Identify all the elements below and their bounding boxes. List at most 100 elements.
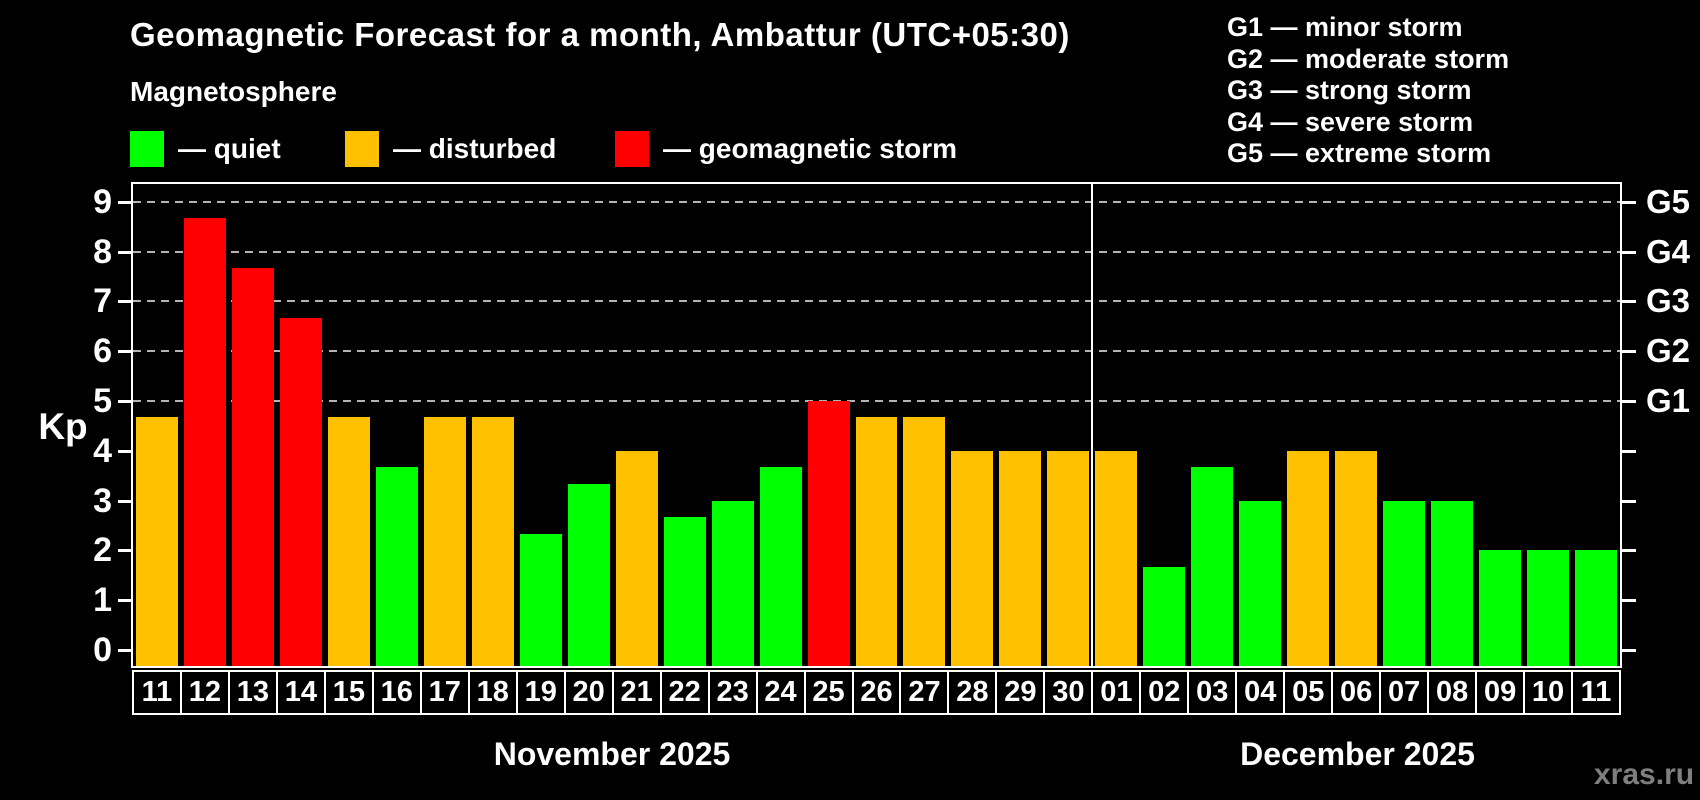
kp-bar-november-24 bbox=[759, 467, 802, 666]
day-label-december-05: 05 bbox=[1283, 670, 1334, 715]
y-tick-label-4: 4 bbox=[93, 431, 112, 470]
y-axis-tick-right-4 bbox=[1621, 449, 1636, 453]
day-label-november-28: 28 bbox=[947, 670, 998, 715]
page-title: Geomagnetic Forecast for a month, Ambatt… bbox=[130, 16, 1070, 53]
kp-bar-december-08 bbox=[1431, 500, 1474, 666]
y-axis-tick-right-3 bbox=[1621, 499, 1636, 503]
y-tick-label-9: 9 bbox=[93, 182, 112, 221]
storm-swatch-icon bbox=[615, 131, 649, 167]
g-legend-line-g3: G3 — strong storm bbox=[1227, 75, 1472, 105]
y-axis-tick-left-5 bbox=[118, 400, 131, 403]
day-label-november-12: 12 bbox=[179, 670, 230, 715]
y-tick-label-0: 0 bbox=[93, 631, 112, 669]
gridline-kp-5 bbox=[133, 400, 1620, 402]
kp-bar-december-11 bbox=[1575, 550, 1617, 666]
disturbed-swatch-icon bbox=[345, 131, 379, 167]
day-label-november-22: 22 bbox=[659, 670, 710, 715]
y-tick-label-2: 2 bbox=[93, 531, 112, 570]
month-separator-line bbox=[1091, 184, 1094, 666]
kp-bar-december-01 bbox=[1095, 450, 1138, 666]
day-label-november-26: 26 bbox=[851, 670, 902, 715]
y-tick-label-8: 8 bbox=[93, 232, 112, 271]
y-axis-tick-left-6 bbox=[118, 350, 131, 354]
day-label-november-11: 11 bbox=[132, 670, 182, 715]
kp-bar-december-06 bbox=[1335, 450, 1378, 666]
kp-bar-november-15 bbox=[327, 417, 370, 666]
day-label-november-13: 13 bbox=[227, 670, 278, 715]
day-label-december-03: 03 bbox=[1187, 670, 1238, 715]
g-axis-label-g4: G4 bbox=[1646, 232, 1691, 270]
kp-bar-november-28 bbox=[951, 450, 994, 666]
kp-bar-november-27 bbox=[903, 417, 946, 666]
gridline-kp-8 bbox=[133, 250, 1620, 253]
y-axis-title: Kp bbox=[38, 406, 88, 447]
day-label-november-24: 24 bbox=[755, 670, 806, 715]
y-axis-tick-right-7 bbox=[1621, 300, 1636, 304]
gridline-kp-7 bbox=[133, 300, 1620, 303]
kp-bar-november-25 bbox=[807, 401, 850, 666]
y-axis-tick-right-6 bbox=[1621, 350, 1636, 354]
month-label-december: December 2025 bbox=[1240, 736, 1475, 772]
kp-bar-november-14 bbox=[279, 317, 322, 666]
day-label-november-14: 14 bbox=[275, 670, 326, 715]
y-axis-tick-right-0 bbox=[1621, 649, 1636, 652]
kp-bar-november-20 bbox=[567, 484, 610, 666]
y-axis-tick-left-9 bbox=[118, 200, 131, 204]
g-axis-label-g3: G3 bbox=[1646, 282, 1691, 320]
day-label-december-07: 07 bbox=[1379, 670, 1430, 715]
kp-bar-november-21 bbox=[615, 450, 658, 666]
y-axis-tick-right-1 bbox=[1621, 599, 1636, 603]
legend-label-quiet: — quiet bbox=[178, 133, 281, 164]
y-axis-tick-left-2 bbox=[118, 549, 131, 553]
g-axis-label-g1: G1 bbox=[1646, 382, 1691, 419]
day-label-november-29: 29 bbox=[995, 670, 1046, 715]
y-tick-label-3: 3 bbox=[93, 481, 112, 520]
kp-bar-december-07 bbox=[1383, 500, 1426, 666]
g-scale-legend: G1 — minor storm G2 — moderate storm G3 … bbox=[1227, 12, 1509, 170]
y-tick-label-6: 6 bbox=[93, 332, 112, 371]
kp-bar-november-11 bbox=[136, 417, 178, 666]
y-axis-tick-left-7 bbox=[118, 300, 131, 304]
plot-area bbox=[131, 182, 1622, 668]
day-label-november-27: 27 bbox=[899, 670, 950, 715]
day-label-november-16: 16 bbox=[371, 670, 422, 715]
kp-bar-november-12 bbox=[183, 218, 226, 666]
day-label-november-19: 19 bbox=[515, 670, 566, 715]
kp-bar-november-30 bbox=[1047, 450, 1090, 666]
kp-bar-december-02 bbox=[1143, 566, 1186, 666]
kp-bar-december-09 bbox=[1479, 550, 1522, 666]
y-axis-tick-right-5 bbox=[1621, 400, 1636, 403]
g-legend-line-g1: G1 — minor storm bbox=[1227, 12, 1463, 42]
day-label-december-08: 08 bbox=[1427, 670, 1478, 715]
y-tick-label-5: 5 bbox=[93, 382, 112, 420]
chart-subtitle: Magnetosphere bbox=[130, 76, 337, 107]
gridline-kp-9 bbox=[133, 200, 1620, 203]
month-label-november: November 2025 bbox=[493, 736, 731, 772]
y-axis-tick-left-3 bbox=[118, 499, 131, 503]
kp-bar-december-03 bbox=[1191, 467, 1234, 666]
day-label-november-15: 15 bbox=[323, 670, 374, 715]
y-axis-tick-right-8 bbox=[1621, 250, 1636, 254]
day-label-december-11: 11 bbox=[1571, 670, 1621, 715]
y-axis-tick-left-1 bbox=[118, 599, 131, 603]
quiet-swatch-icon bbox=[130, 131, 164, 167]
y-axis-tick-left-0 bbox=[118, 649, 131, 652]
kp-bar-november-29 bbox=[999, 450, 1042, 666]
kp-bar-november-22 bbox=[663, 517, 706, 666]
kp-bar-november-13 bbox=[231, 268, 274, 666]
legend-label-disturbed: — disturbed bbox=[393, 133, 557, 164]
kp-bar-december-05 bbox=[1287, 450, 1330, 666]
day-label-december-02: 02 bbox=[1139, 670, 1190, 715]
kp-bar-november-26 bbox=[855, 417, 898, 666]
legend-item-storm: — geomagnetic storm bbox=[615, 131, 957, 167]
kp-bar-december-10 bbox=[1527, 550, 1570, 666]
watermark: xras.ru bbox=[1594, 758, 1695, 791]
day-label-december-09: 09 bbox=[1475, 670, 1526, 715]
gridline-kp-6 bbox=[133, 350, 1620, 353]
g-legend-line-g2: G2 — moderate storm bbox=[1227, 43, 1510, 74]
day-label-november-18: 18 bbox=[467, 670, 518, 715]
y-axis-tick-left-4 bbox=[118, 449, 131, 453]
y-axis-tick-left-8 bbox=[118, 250, 131, 254]
legend-label-storm: — geomagnetic storm bbox=[663, 133, 958, 164]
